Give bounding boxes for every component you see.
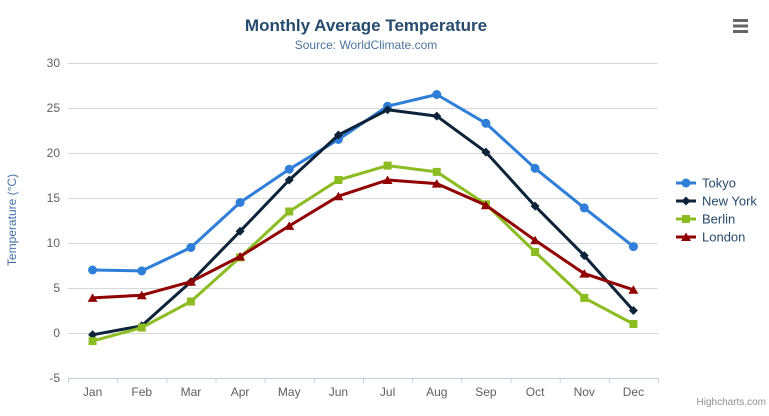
series-marker-new-york[interactable] (383, 105, 393, 115)
plot-area: -5 0 5 10 15 20 25 30 Jan Feb Mar Apr May Jun Jul Aug Se… (47, 56, 758, 399)
legend-label-new-york: New York (702, 194, 757, 209)
legend-marker-london[interactable] (681, 232, 691, 242)
x-axis-label: Oct (526, 385, 545, 399)
series-marker-berlin[interactable] (432, 167, 441, 176)
series-marker-new-york[interactable] (333, 130, 343, 140)
series-marker-berlin[interactable] (580, 293, 589, 302)
series-marker-tokyo[interactable] (628, 242, 638, 252)
y-axis-label: 20 (47, 146, 61, 160)
series-marker-london[interactable] (185, 277, 196, 286)
y-axis-label: -5 (49, 371, 60, 385)
x-axis-label: Aug (426, 385, 447, 399)
series-marker-berlin[interactable] (186, 297, 195, 306)
series-marker-berlin[interactable] (383, 161, 392, 170)
y-axis-label: 0 (53, 326, 60, 340)
y-axis-title: Temperature (°C) (5, 174, 19, 266)
series-marker-london[interactable] (431, 179, 442, 188)
x-axis-label: May (278, 385, 301, 399)
legend-item-new-york[interactable]: New York (676, 194, 757, 209)
series-marker-tokyo[interactable] (186, 243, 196, 252)
legend-label-tokyo: Tokyo (702, 176, 736, 191)
x-axis-label: Mar (181, 385, 202, 399)
legend: Tokyo New York Berlin London (676, 176, 757, 245)
series-line-london (91, 178, 635, 300)
hamburger-icon (733, 19, 748, 33)
series-line-berlin (91, 164, 635, 343)
legend-marker-berlin[interactable] (682, 215, 690, 223)
x-axis-label: Jun (329, 385, 348, 399)
series-marker-new-york[interactable] (432, 111, 442, 121)
series-marker-berlin[interactable] (88, 337, 97, 346)
series-new-york (88, 105, 638, 340)
x-axis-label: Sep (475, 385, 497, 399)
series-marker-london[interactable] (284, 221, 295, 230)
series-marker-berlin[interactable] (629, 320, 638, 328)
series-marker-london[interactable] (382, 175, 393, 185)
series-marker-berlin[interactable] (531, 248, 540, 256)
series-marker-berlin[interactable] (137, 323, 146, 332)
series-marker-tokyo[interactable] (137, 266, 147, 276)
series-line-new-york (91, 108, 635, 337)
series-marker-london[interactable] (530, 235, 541, 245)
series-marker-berlin[interactable] (285, 207, 294, 216)
series-marker-tokyo[interactable] (481, 118, 491, 128)
series-marker-london[interactable] (136, 290, 147, 300)
credits-link[interactable]: Highcharts.com (697, 397, 766, 408)
series-marker-berlin[interactable] (334, 176, 343, 184)
x-axis-label: Feb (131, 385, 152, 399)
series-marker-new-york[interactable] (530, 201, 540, 211)
series-marker-new-york[interactable] (481, 147, 491, 157)
series-marker-new-york[interactable] (284, 175, 294, 185)
y-axis-label: 30 (47, 56, 61, 70)
series-marker-london[interactable] (579, 269, 590, 278)
y-axis-label: 15 (47, 191, 61, 205)
x-axis-label: Jul (380, 385, 395, 399)
x-axis-label: Nov (574, 385, 595, 399)
y-axis-label: 10 (47, 236, 61, 250)
series-tokyo (88, 90, 638, 276)
x-axis-label: Jan (83, 385, 102, 399)
x-axis-label: Apr (231, 385, 250, 399)
series-marker-london[interactable] (480, 200, 491, 210)
legend-item-berlin[interactable]: Berlin (676, 212, 735, 227)
series-marker-new-york[interactable] (628, 306, 638, 315)
x-axis-label: Dec (623, 385, 644, 399)
series-marker-london[interactable] (628, 285, 639, 294)
chart-title: Monthly Average Temperature (245, 16, 487, 35)
legend-label-berlin: Berlin (702, 212, 735, 227)
series-marker-new-york[interactable] (88, 330, 98, 340)
legend-item-tokyo[interactable]: Tokyo (676, 176, 736, 191)
series-london (87, 175, 639, 302)
series-marker-tokyo[interactable] (530, 163, 540, 173)
y-axis-label: 25 (47, 101, 61, 115)
series-marker-london[interactable] (87, 293, 98, 302)
legend-item-london[interactable]: London (676, 230, 745, 245)
series-marker-new-york[interactable] (235, 226, 245, 236)
series-berlin (88, 161, 638, 346)
series-marker-tokyo[interactable] (284, 164, 294, 174)
series-marker-london[interactable] (235, 252, 246, 261)
series-marker-tokyo[interactable] (432, 90, 442, 99)
y-axis-label: 5 (53, 281, 60, 295)
series-marker-london[interactable] (333, 191, 344, 201)
series-marker-tokyo[interactable] (579, 203, 589, 213)
context-menu-button[interactable] (728, 14, 754, 38)
legend-marker-new-york[interactable] (681, 196, 691, 206)
series-marker-new-york[interactable] (579, 251, 589, 261)
series-marker-tokyo[interactable] (88, 265, 98, 275)
legend-marker-tokyo[interactable] (681, 178, 691, 188)
chart-subtitle: Source: WorldClimate.com (295, 38, 438, 52)
legend-label-london: London (702, 230, 745, 245)
series-marker-tokyo[interactable] (235, 198, 245, 207)
